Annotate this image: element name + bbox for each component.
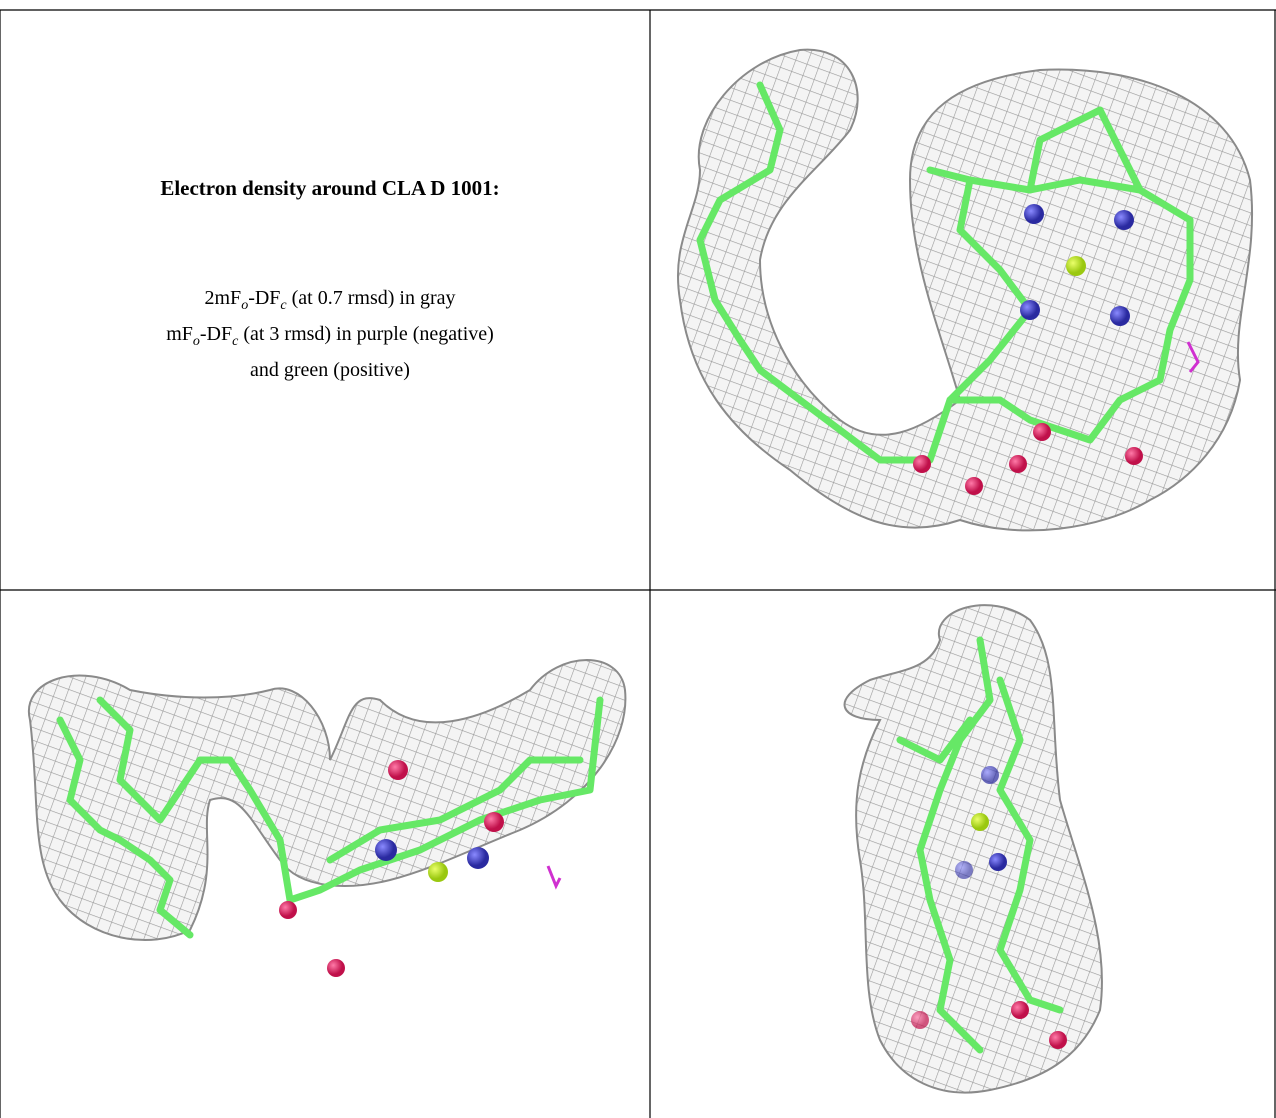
caption-text: and green (positive) [250,359,410,381]
caption-text: -DF [200,323,232,345]
figure-table [0,0,1276,1118]
page: Electron density around CLA D 1001: 2mFo… [0,0,1276,1118]
subscript: o [193,334,200,349]
density-view-bottom-left [29,660,626,977]
caption-line: and green (positive) [20,356,640,384]
caption-text: (at 0.7 rmsd) in gray [287,287,456,309]
panel-title: Electron density around CLA D 1001: [20,176,640,201]
caption-line: mFo-DFc (at 3 rmsd) in purple (negative) [20,320,640,356]
density-view-bottom-right [845,605,1102,1092]
caption-line: 2mFo-DFc (at 0.7 rmsd) in gray [20,284,640,320]
caption-text: (at 3 rmsd) in purple (negative) [238,323,493,345]
caption-text: -DF [248,287,280,309]
caption-text: 2mF [205,287,242,309]
density-view-top [678,50,1252,531]
caption-text: mF [166,323,193,345]
